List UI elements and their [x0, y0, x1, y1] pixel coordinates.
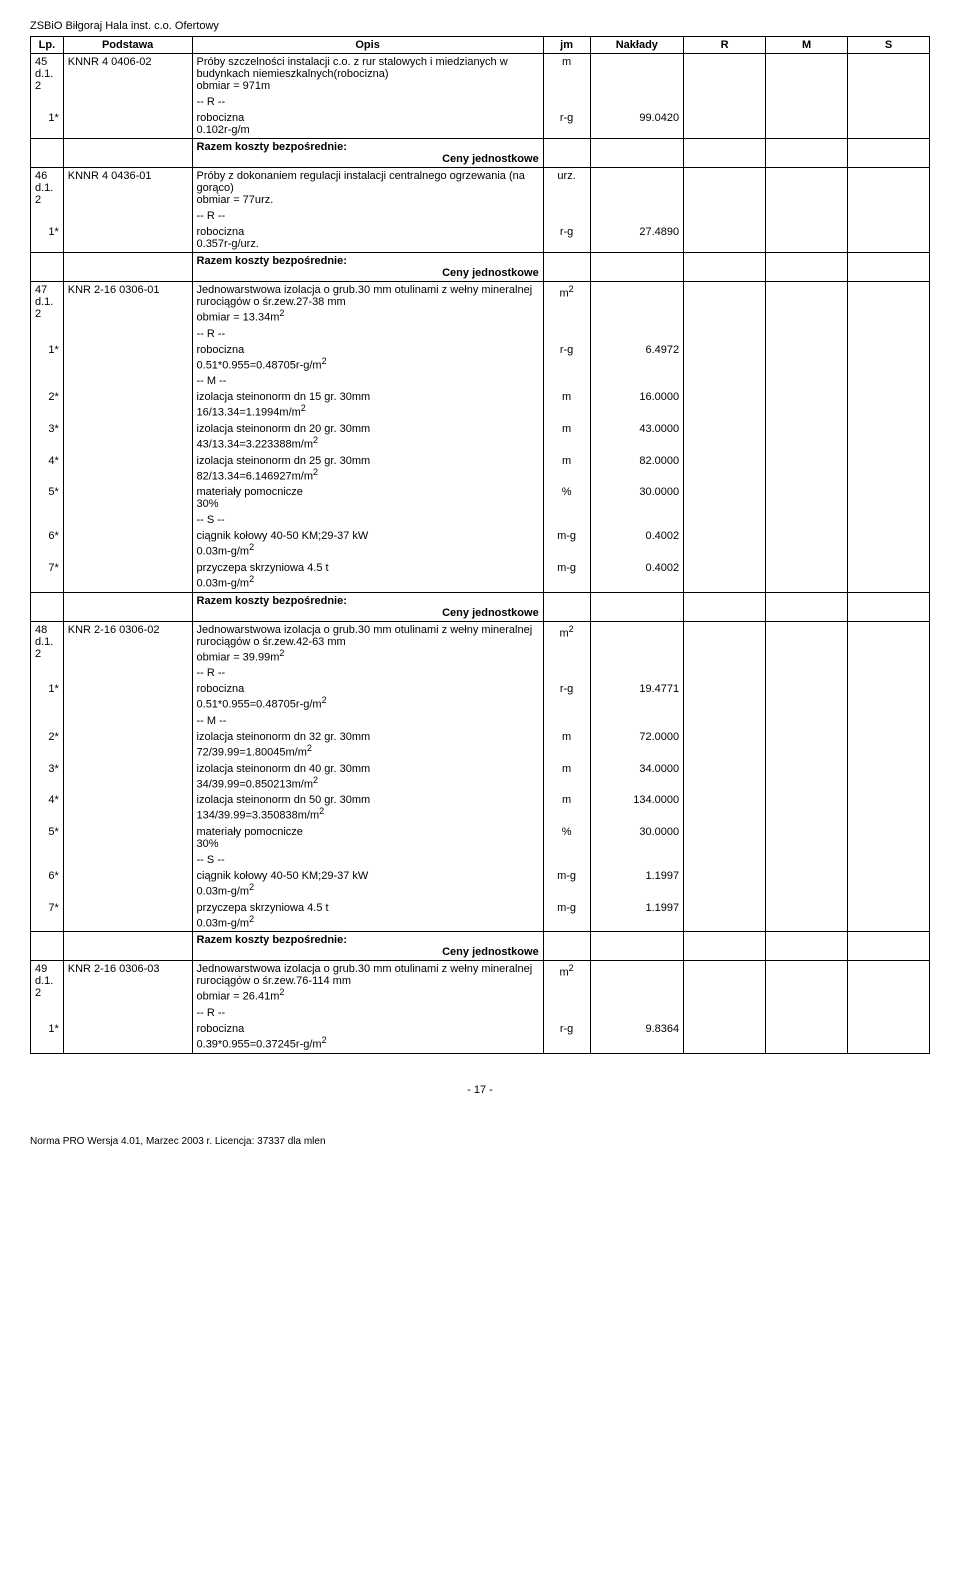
detail-row: 4*izolacja steinonorm dn 25 gr. 30mm82/1…	[31, 453, 930, 485]
detail-row: 1*robocizna0.39*0.955=0.37245r-g/m2r-g9.…	[31, 1021, 930, 1053]
section-label: -- R --	[31, 326, 930, 342]
table-header: Lp. Podstawa Opis jm Nakłady R M S	[31, 37, 930, 54]
col-m: M	[766, 37, 848, 54]
col-pod: Podstawa	[63, 37, 192, 54]
col-lp: Lp.	[31, 37, 64, 54]
table-row: 47d.1.2KNR 2-16 0306-01Jednowarstwowa iz…	[31, 282, 930, 326]
table-row: 46d.1.2KNNR 4 0436-01Próby z dokonaniem …	[31, 168, 930, 209]
detail-row: 3*izolacja steinonorm dn 40 gr. 30mm34/3…	[31, 761, 930, 793]
summary-row: Razem koszty bezpośrednie:Ceny jednostko…	[31, 253, 930, 282]
col-nak: Nakłady	[590, 37, 684, 54]
table-row: 48d.1.2KNR 2-16 0306-02Jednowarstwowa iz…	[31, 621, 930, 665]
summary-row: Razem koszty bezpośrednie:Ceny jednostko…	[31, 139, 930, 168]
footer-text: Norma PRO Wersja 4.01, Marzec 2003 r. Li…	[30, 1136, 930, 1147]
detail-row: 6*ciągnik kołowy 40-50 KM;29-37 kW0.03m-…	[31, 868, 930, 900]
page-number: - 17 -	[30, 1084, 930, 1096]
detail-row: 7*przyczepa skrzyniowa 4.5 t0.03m-g/m2m-…	[31, 560, 930, 592]
cost-table: Lp. Podstawa Opis jm Nakłady R M S 45d.1…	[30, 36, 930, 1054]
detail-row: 7*przyczepa skrzyniowa 4.5 t0.03m-g/m2m-…	[31, 900, 930, 932]
detail-row: 2*izolacja steinonorm dn 15 gr. 30mm16/1…	[31, 389, 930, 421]
col-r: R	[684, 37, 766, 54]
col-s: S	[848, 37, 930, 54]
col-jm: jm	[543, 37, 590, 54]
section-label: -- M --	[31, 373, 930, 389]
detail-row: 1*robocizna0.51*0.955=0.48705r-g/m2r-g19…	[31, 681, 930, 713]
section-label: -- S --	[31, 512, 930, 528]
section-label: -- R --	[31, 1005, 930, 1021]
detail-row: 2*izolacja steinonorm dn 32 gr. 30mm72/3…	[31, 729, 930, 761]
detail-row: 1*robocizna0.357r-g/urz.r-g27.4890	[31, 224, 930, 253]
section-label: -- R --	[31, 94, 930, 110]
doc-header: ZSBiO Biłgoraj Hala inst. c.o. Ofertowy	[30, 20, 930, 32]
detail-row: 3*izolacja steinonorm dn 20 gr. 30mm43/1…	[31, 421, 930, 453]
detail-row: 6*ciągnik kołowy 40-50 KM;29-37 kW0.03m-…	[31, 528, 930, 560]
detail-row: 5*materiały pomocnicze30%%30.0000	[31, 824, 930, 852]
section-label: -- R --	[31, 208, 930, 224]
table-row: 45d.1.2KNNR 4 0406-02Próby szczelności i…	[31, 54, 930, 95]
detail-row: 4*izolacja steinonorm dn 50 gr. 30mm134/…	[31, 792, 930, 824]
section-label: -- S --	[31, 852, 930, 868]
table-row: 49d.1.2KNR 2-16 0306-03Jednowarstwowa iz…	[31, 961, 930, 1005]
summary-row: Razem koszty bezpośrednie:Ceny jednostko…	[31, 932, 930, 961]
section-label: -- R --	[31, 665, 930, 681]
summary-row: Razem koszty bezpośrednie:Ceny jednostko…	[31, 592, 930, 621]
detail-row: 1*robocizna0.102r-g/mr-g99.0420	[31, 110, 930, 139]
section-label: -- M --	[31, 713, 930, 729]
detail-row: 1*robocizna0.51*0.955=0.48705r-g/m2r-g6.…	[31, 342, 930, 374]
col-opis: Opis	[192, 37, 543, 54]
detail-row: 5*materiały pomocnicze30%%30.0000	[31, 484, 930, 512]
